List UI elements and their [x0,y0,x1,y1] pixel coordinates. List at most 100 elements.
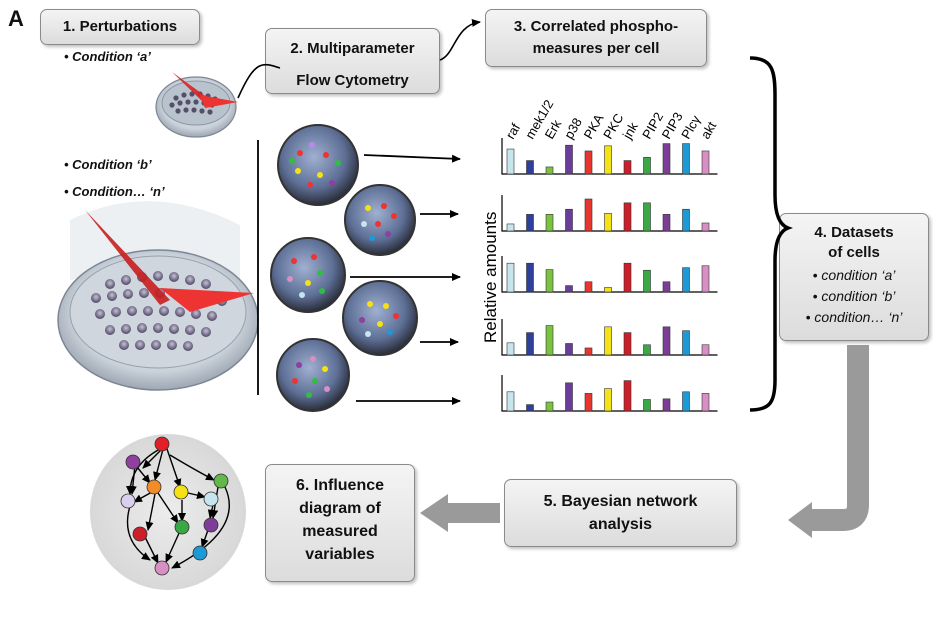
tick-label-4: PKA [581,111,607,141]
step-3-label-line2: measures per cell [532,40,660,57]
bar-s0-Erk [545,166,554,175]
bar-s4-PIP3 [662,398,671,412]
bar-s2-raf [506,262,515,293]
bar-s1-p38 [565,208,573,232]
bar-s4-jnk [623,380,632,412]
step-1-perturbations-box: 1. Perturbations [40,9,200,45]
bar-s0-raf [506,148,515,175]
network-node-sink [154,560,170,576]
bar-s1-PIP3 [662,214,671,232]
dataset-condition-a: • condition ‘a’ [812,267,896,283]
bar-s2-p38 [565,285,573,293]
step-6-influence-box: 6. Influence diagram of measured variabl… [265,464,415,582]
dataset-condition-b: • condition ‘b’ [812,288,896,304]
network-node-pip2 [132,526,148,542]
bar-s2-mek1/2 [526,262,534,293]
bar-s4-akt [701,393,710,412]
step-6-label-line1: 6. Influence [295,477,385,494]
step-6-label-line4: variables [305,546,375,563]
bar-s0-akt [701,150,710,175]
bar-s3-PIP2 [643,344,651,356]
tick-label-0: raf [503,121,524,142]
bar-s3-Erk [545,325,554,356]
bar-s3-mek1/2 [526,332,534,356]
bar-s4-PKC [604,388,612,412]
bar-s1-akt [701,222,710,232]
panel-label: A [8,6,24,31]
network-node-akt [192,545,208,561]
bar-s1-PIP2 [643,202,651,232]
bar-s3-jnk [623,332,632,356]
step-5-bayesian-box: 5. Bayesian network analysis [504,479,737,547]
petri-dish-large [57,201,259,391]
bar-s1-raf [506,223,515,232]
bar-s0-PKC [604,145,612,175]
step-4-label-line2: of cells [828,244,880,261]
cell-3 [270,237,346,313]
arrow-cytometry-to-measures [439,18,481,61]
cell-2 [344,184,416,256]
dataset-brace [749,56,793,412]
tick-label-5: PKC [600,111,626,142]
bar-s0-Plcγ [682,143,690,175]
cell-1 [277,124,359,206]
bar-s4-PKA [584,393,593,412]
bar-s3-PKA [584,347,593,356]
step-3-label-line1: 3. Correlated phospho- [513,18,679,35]
network-node-raf [154,436,170,452]
bar-s4-raf [506,391,515,412]
bar-s2-PIP2 [643,269,651,293]
bar-s4-Erk [545,401,554,412]
condition-b-label: • Condition ‘b’ [64,157,152,172]
arrow-datasets-to-bayesian [810,345,869,531]
bar-s1-mek1/2 [526,214,534,232]
bar-s1-PKC [604,213,612,232]
bar-s3-raf [506,342,515,356]
step-6-label-line3: measured [302,523,378,540]
bar-s3-p38 [565,343,573,356]
step-2-label-line1: 2. Multiparameter [290,40,415,57]
bar-s0-PKA [584,150,593,175]
arrow-cell-1 [363,154,461,163]
network-node-plcg [146,479,162,495]
bar-s2-PIP3 [662,281,671,293]
step-5-label-line2: analysis [588,516,653,533]
bar-s4-p38 [565,382,573,412]
chart-ylabel: Relative amounts [481,212,500,343]
network-node-pka [203,491,219,507]
tick-label-3: p38 [561,115,585,141]
step-3-phospho-measures-box: 3. Correlated phospho- measures per cell [485,9,707,67]
bar-s4-Plcγ [682,391,690,412]
network-node-pip3 [203,517,219,533]
step-4-datasets-box: 4. Datasets of cells • condition ‘a’ • c… [779,213,929,341]
network-node-mek [125,454,141,470]
step-2-flow-cytometry-box: 2. Multiparameter Flow Cytometry [265,28,440,94]
bar-s4-mek1/2 [526,404,534,412]
network-node-jnk [174,519,190,535]
bar-s0-p38 [565,144,573,175]
network-node-erk [120,493,136,509]
bar-s4-PIP2 [643,399,651,412]
bar-s3-akt [701,344,710,356]
network-node-pkc [173,484,189,500]
bar-s3-PIP3 [662,326,671,356]
step-4-label-line1: 4. Datasets [814,224,894,241]
bar-s0-PIP2 [643,157,651,175]
influence-network [90,434,246,590]
petri-dish-small [155,72,238,138]
bar-s0-mek1/2 [526,160,534,175]
bar-s1-Erk [545,214,554,232]
bar-s2-Plcγ [682,267,690,293]
bar-s1-Plcγ [682,208,690,232]
bar-s2-PKC [604,287,612,293]
bar-s1-jnk [623,202,632,232]
bar-s2-PKA [584,281,593,293]
arrow-dish-to-cytometry [237,63,281,99]
cell-5 [276,338,350,412]
step-5-label-line1: 5. Bayesian network [543,493,698,510]
cell-4 [342,280,418,356]
bar-s0-jnk [623,160,632,175]
bar-s2-Erk [545,269,554,293]
